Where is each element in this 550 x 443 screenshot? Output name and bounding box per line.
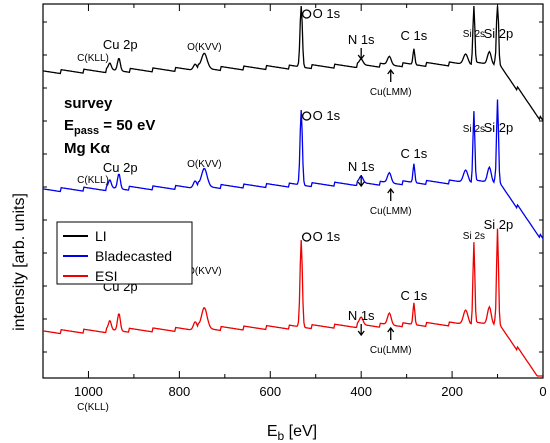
peak-label: N 1s: [348, 32, 375, 47]
peak-label: Si 2p: [484, 26, 514, 41]
peak-label: C(KLL): [77, 402, 109, 413]
legend-label: Bladecasted: [95, 248, 172, 264]
peak-label: C(KLL): [77, 175, 109, 186]
peak-label: Cu(LMM): [370, 87, 412, 98]
series-line-esi: [42, 228, 543, 377]
marker-circle: [301, 111, 312, 121]
up-arrow: [387, 326, 395, 340]
legend-label: ESI: [95, 268, 118, 284]
peak-label: O 1s: [313, 6, 341, 21]
info-survey: survey: [64, 95, 113, 112]
x-tick-label: 800: [169, 384, 191, 399]
peak-label: Cu 2p: [103, 160, 138, 175]
down-arrow: [357, 48, 365, 61]
peak-label: Si 2p: [484, 217, 514, 232]
peak-label: Si 2s: [463, 231, 485, 242]
peak-label: Cu(LMM): [370, 345, 412, 356]
down-arrow: [357, 324, 365, 337]
plot-border: [42, 3, 544, 379]
x-tick-label: 400: [350, 384, 372, 399]
peak-label: O(KVV): [187, 42, 221, 53]
peak-label: Cu(LMM): [370, 206, 412, 217]
x-tick-label: 0: [539, 384, 546, 399]
peak-label: Si 2s: [463, 124, 485, 135]
info-pass-energy: Epass = 50 eV: [64, 117, 155, 137]
peak-label: N 1s: [348, 308, 375, 323]
peak-label: O 1s: [313, 108, 341, 123]
legend-box: [56, 221, 193, 285]
x-axis-label: Eb [eV]: [267, 423, 317, 443]
series-line-bladecasted: [42, 99, 544, 239]
info-source: Mg Kα: [64, 140, 111, 157]
peak-label: Si 2p: [484, 120, 514, 135]
peak-label: O(KVV): [187, 266, 221, 277]
peak-label: Cu 2p: [103, 37, 138, 52]
peak-label: Si 2s: [463, 29, 485, 40]
legend: LI Bladecasted ESI: [56, 221, 193, 285]
up-arrow: [387, 187, 395, 201]
peak-label: C 1s: [401, 28, 428, 43]
down-arrow: [357, 175, 365, 188]
x-tick-label: 200: [441, 384, 463, 399]
peak-label: C(KLL): [77, 53, 109, 64]
peak-label: O 1s: [313, 229, 341, 244]
peak-label: N 1s: [348, 159, 375, 174]
up-arrow: [387, 68, 395, 82]
peak-label: C 1s: [401, 146, 428, 161]
plot-frame: [42, 3, 544, 379]
x-axis: 1000 800 600 400 200 0: [42, 4, 547, 399]
series-line-li: [42, 5, 544, 121]
info-text: survey Epass = 50 eV Mg Kα: [64, 95, 155, 157]
peak-label: C 1s: [401, 288, 428, 303]
peak-label: O(KVV): [187, 159, 221, 170]
marker-circle: [301, 9, 312, 19]
y-axis-label: intensity [arb. units]: [11, 193, 28, 331]
series-layer: [42, 5, 544, 377]
x-tick-label: 1000: [74, 384, 103, 399]
legend-label: LI: [95, 228, 107, 244]
x-tick-label: 600: [259, 384, 281, 399]
marker-circle: [301, 232, 312, 242]
